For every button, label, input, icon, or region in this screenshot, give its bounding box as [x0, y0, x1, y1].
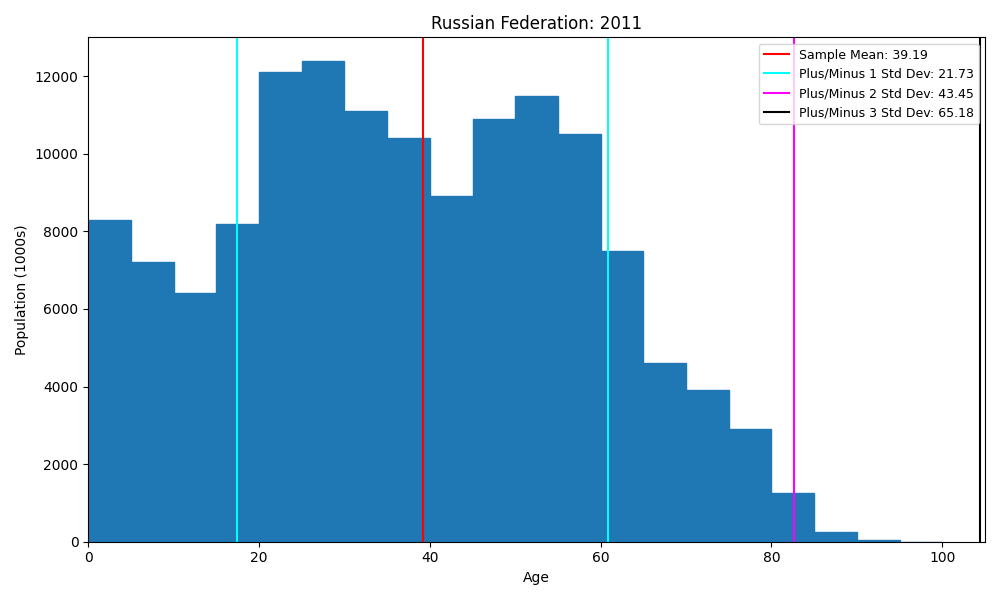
Bar — [686, 391, 729, 542]
Title: Russian Federation: 2011: Russian Federation: 2011 — [431, 15, 642, 33]
Bar — [814, 532, 857, 542]
Bar — [857, 540, 900, 542]
Bar — [601, 251, 643, 542]
Bar — [259, 72, 302, 542]
Bar — [302, 61, 344, 542]
Bar — [88, 220, 131, 542]
X-axis label: Age: Age — [523, 571, 550, 585]
Bar — [387, 138, 430, 542]
Bar — [430, 196, 473, 542]
Bar — [131, 262, 174, 542]
Bar — [174, 293, 216, 542]
Bar — [473, 119, 515, 542]
Bar — [515, 95, 558, 542]
Bar — [643, 363, 686, 542]
Bar — [729, 429, 771, 542]
Y-axis label: Population (1000s): Population (1000s) — [15, 224, 29, 355]
Bar — [558, 134, 601, 542]
Bar — [216, 224, 259, 542]
Legend: Sample Mean: 39.19, Plus/Minus 1 Std Dev: 21.73, Plus/Minus 2 Std Dev: 43.45, Pl: Sample Mean: 39.19, Plus/Minus 1 Std Dev… — [759, 44, 979, 124]
Bar — [344, 111, 387, 542]
Bar — [771, 493, 814, 542]
